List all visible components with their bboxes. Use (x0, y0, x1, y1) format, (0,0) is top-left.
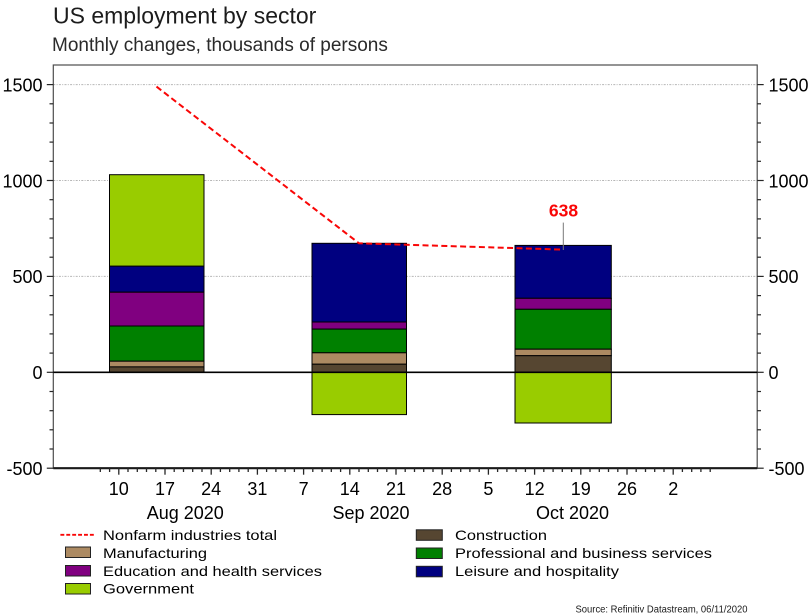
svg-text:638: 638 (549, 201, 578, 221)
svg-text:Oct 2020: Oct 2020 (536, 503, 609, 523)
svg-text:24: 24 (201, 479, 221, 499)
svg-text:1000: 1000 (2, 171, 42, 191)
svg-text:28: 28 (432, 479, 452, 499)
svg-text:21: 21 (386, 479, 406, 499)
svg-text:0: 0 (769, 363, 779, 383)
svg-text:Nonfarm industries total: Nonfarm industries total (103, 527, 277, 543)
svg-text:500: 500 (12, 267, 42, 287)
svg-text:Leisure and hospitality: Leisure and hospitality (455, 563, 619, 579)
svg-text:Professional and business serv: Professional and business services (455, 545, 712, 561)
svg-text:Construction: Construction (455, 527, 547, 543)
svg-text:-500: -500 (769, 459, 805, 479)
svg-text:14: 14 (340, 479, 360, 499)
svg-text:Education and health services: Education and health services (103, 563, 322, 579)
svg-text:0: 0 (32, 363, 42, 383)
svg-text:19: 19 (571, 479, 591, 499)
svg-text:31: 31 (247, 479, 267, 499)
svg-text:500: 500 (769, 267, 799, 287)
svg-text:1500: 1500 (2, 75, 42, 95)
svg-text:-500: -500 (6, 459, 42, 479)
svg-text:Monthly changes, thousands of: Monthly changes, thousands of persons (52, 35, 388, 56)
svg-text:17: 17 (155, 479, 175, 499)
svg-text:7: 7 (299, 479, 309, 499)
svg-text:Manufacturing: Manufacturing (103, 545, 207, 561)
svg-text:26: 26 (617, 479, 637, 499)
svg-text:Sep 2020: Sep 2020 (332, 503, 409, 523)
svg-text:1500: 1500 (769, 75, 809, 95)
svg-text:2: 2 (668, 479, 678, 499)
svg-text:Aug 2020: Aug 2020 (147, 503, 224, 523)
svg-text:12: 12 (525, 479, 545, 499)
svg-text:5: 5 (483, 479, 493, 499)
svg-text:US employment by sector: US employment by sector (53, 3, 317, 29)
svg-text:1000: 1000 (769, 171, 809, 191)
svg-text:10: 10 (109, 479, 129, 499)
svg-text:Source: Refinitiv Datastream,: Source: Refinitiv Datastream, 06/11/2020 (576, 605, 749, 615)
svg-text:Government: Government (103, 581, 194, 597)
